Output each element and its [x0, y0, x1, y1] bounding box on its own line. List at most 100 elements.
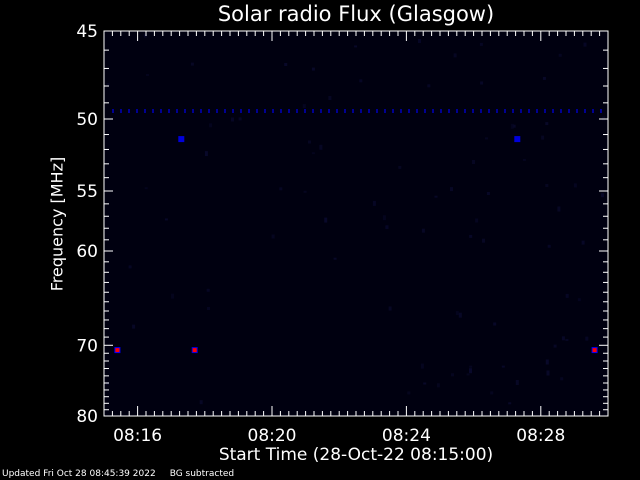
- y-tick-label: 70: [76, 336, 98, 356]
- interference-line-dash: [344, 109, 346, 113]
- noise-cell: [333, 257, 337, 260]
- noise-cell: [434, 195, 438, 198]
- spot-core: [115, 348, 120, 353]
- interference-line-dash: [304, 109, 306, 113]
- noise-cell: [398, 165, 402, 169]
- interference-line-dash: [536, 109, 538, 113]
- noise-cell: [311, 67, 315, 71]
- interference-line-dash: [192, 109, 194, 113]
- noise-cell: [423, 382, 427, 385]
- noise-cell: [583, 42, 587, 47]
- interference-line-dash: [592, 109, 594, 113]
- spot-halo: [514, 136, 521, 143]
- noise-cell: [436, 383, 440, 388]
- noise-cell: [458, 312, 462, 318]
- interference-line-dash: [328, 109, 330, 113]
- interference-line-dash: [152, 109, 154, 113]
- noise-cell: [553, 344, 557, 348]
- noise-cell: [303, 190, 307, 193]
- noise-cell: [472, 160, 475, 164]
- noise-cell: [421, 228, 425, 233]
- interference-line-dash: [528, 109, 530, 113]
- interference-line-dash: [480, 109, 482, 113]
- interference-line-dash: [224, 109, 226, 113]
- interference-line-dash: [440, 109, 442, 113]
- noise-cell: [585, 336, 589, 341]
- noise-cell: [190, 62, 194, 66]
- noise-cell: [557, 206, 561, 212]
- spectrogram-background: [104, 31, 608, 416]
- x-tick-label: 08:16: [113, 426, 162, 446]
- interference-line-dash: [512, 109, 514, 113]
- noise-cell: [469, 365, 473, 368]
- noise-cell: [493, 322, 497, 326]
- noise-cell: [144, 187, 148, 190]
- interference-line-dash: [160, 109, 162, 113]
- noise-cell: [238, 117, 242, 121]
- x-tick-label: 08:28: [516, 426, 565, 446]
- noise-cell: [479, 42, 483, 46]
- noise-cell: [501, 365, 505, 368]
- spot-core: [192, 348, 197, 353]
- noise-cell: [545, 122, 549, 126]
- noise-cell: [545, 184, 549, 187]
- interference-line-dash: [448, 109, 450, 113]
- noise-cell: [455, 311, 459, 316]
- interference-line-dash: [112, 109, 114, 113]
- interference-line-dash: [184, 109, 186, 113]
- spot-core: [592, 348, 597, 353]
- noise-cell: [573, 183, 577, 188]
- interference-line-dash: [248, 109, 250, 113]
- noise-cell: [382, 215, 386, 221]
- interference-line-dash: [472, 109, 474, 113]
- noise-cell: [359, 79, 363, 83]
- noise-cell: [486, 192, 490, 195]
- footer-status: Updated Fri Oct 28 08:45:39 2022 BG subtr…: [2, 469, 234, 479]
- noise-cell: [324, 217, 328, 223]
- interference-line-dash: [296, 109, 298, 113]
- interference-line-dash: [320, 109, 322, 113]
- interference-line-dash: [584, 109, 586, 113]
- noise-cell: [279, 187, 283, 191]
- noise-cell: [231, 117, 234, 122]
- noise-cell: [311, 152, 315, 155]
- x-tick-label: 08:24: [382, 426, 431, 446]
- noise-cell: [407, 391, 411, 395]
- interference-line-dash: [288, 109, 290, 113]
- noise-cell: [427, 84, 431, 88]
- noise-cell: [602, 116, 606, 121]
- interference-line-dash: [456, 109, 458, 113]
- noise-cell: [601, 193, 604, 198]
- chart-title: Solar radio Flux (Glasgow): [217, 2, 495, 26]
- interference-line-dash: [240, 109, 242, 113]
- interference-line-dash: [136, 109, 138, 113]
- interference-line-dash: [368, 109, 370, 113]
- noise-cell: [560, 377, 564, 381]
- noise-cell: [485, 137, 488, 140]
- noise-cell: [354, 45, 358, 48]
- noise-cell: [453, 53, 457, 58]
- noise-cell: [466, 373, 470, 376]
- interference-line-dash: [120, 109, 122, 113]
- interference-line-dash: [400, 109, 402, 113]
- y-tick-label: 45: [76, 22, 98, 42]
- x-axis-label: Start Time (28-Oct-22 08:15:00): [218, 445, 494, 465]
- y-tick-label: 50: [76, 110, 98, 130]
- interference-line-dash: [336, 109, 338, 113]
- interference-line-dash: [600, 109, 602, 113]
- noise-cell: [547, 244, 551, 248]
- noise-cell: [565, 339, 569, 341]
- noise-cell: [302, 104, 306, 109]
- noise-cell: [558, 53, 562, 57]
- spot-halo: [178, 136, 185, 143]
- noise-cell: [418, 39, 421, 43]
- noise-cell: [388, 306, 392, 311]
- x-tick-label: 08:20: [248, 426, 297, 446]
- interference-line-dash: [384, 109, 386, 113]
- interference-line-dash: [216, 109, 218, 113]
- background-note: BG subtracted: [169, 469, 235, 479]
- noise-cell: [512, 124, 516, 128]
- interference-line-dash: [464, 109, 466, 113]
